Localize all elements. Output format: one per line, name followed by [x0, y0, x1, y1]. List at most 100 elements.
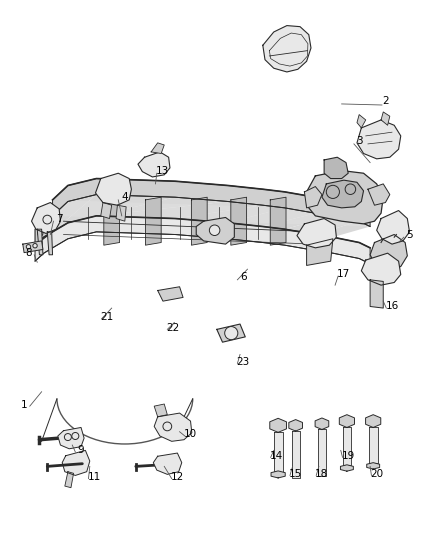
Polygon shape	[370, 280, 383, 308]
Circle shape	[38, 231, 43, 236]
Circle shape	[326, 185, 339, 198]
Polygon shape	[58, 427, 84, 449]
Polygon shape	[154, 404, 167, 417]
Text: 12: 12	[171, 472, 184, 482]
Polygon shape	[104, 197, 120, 245]
Text: 15: 15	[289, 470, 302, 479]
Text: 23: 23	[237, 358, 250, 367]
Polygon shape	[263, 26, 311, 72]
Polygon shape	[324, 157, 348, 179]
Text: 16: 16	[385, 302, 399, 311]
Polygon shape	[361, 253, 401, 285]
Text: 18: 18	[315, 470, 328, 479]
Polygon shape	[95, 173, 131, 205]
Polygon shape	[53, 200, 370, 227]
Polygon shape	[138, 152, 170, 177]
Text: 4: 4	[121, 192, 128, 202]
Circle shape	[72, 432, 79, 440]
Polygon shape	[340, 465, 353, 471]
Text: 8: 8	[25, 248, 32, 258]
Circle shape	[64, 433, 71, 441]
Polygon shape	[175, 205, 285, 223]
Text: 3: 3	[356, 136, 363, 146]
Polygon shape	[47, 232, 53, 255]
Polygon shape	[191, 197, 207, 245]
Polygon shape	[297, 219, 336, 248]
Polygon shape	[318, 429, 326, 476]
Polygon shape	[153, 453, 182, 474]
Polygon shape	[369, 427, 378, 463]
Polygon shape	[263, 213, 333, 229]
Polygon shape	[270, 418, 286, 432]
Polygon shape	[23, 241, 43, 253]
Polygon shape	[32, 203, 60, 233]
Polygon shape	[357, 120, 401, 159]
Circle shape	[45, 228, 50, 233]
Polygon shape	[196, 217, 234, 244]
Text: 21: 21	[101, 312, 114, 322]
Polygon shape	[270, 197, 286, 245]
Polygon shape	[116, 205, 126, 221]
Polygon shape	[339, 415, 354, 427]
Polygon shape	[307, 171, 383, 224]
Polygon shape	[292, 431, 300, 478]
Polygon shape	[154, 413, 192, 441]
Polygon shape	[304, 187, 322, 208]
Text: 1: 1	[21, 400, 28, 410]
Polygon shape	[35, 201, 68, 245]
Polygon shape	[271, 471, 285, 478]
Polygon shape	[285, 216, 359, 235]
Text: 9: 9	[78, 446, 85, 455]
Polygon shape	[53, 179, 370, 227]
Polygon shape	[231, 197, 247, 245]
Polygon shape	[44, 195, 96, 237]
Polygon shape	[357, 115, 366, 128]
Circle shape	[209, 225, 220, 236]
Polygon shape	[377, 211, 410, 244]
Polygon shape	[315, 221, 370, 237]
Text: 2: 2	[382, 96, 389, 106]
Polygon shape	[370, 235, 407, 271]
Polygon shape	[315, 418, 329, 430]
Circle shape	[345, 184, 356, 195]
Polygon shape	[307, 239, 333, 265]
Text: 17: 17	[337, 270, 350, 279]
Polygon shape	[381, 112, 390, 125]
Polygon shape	[158, 287, 183, 301]
Text: 10: 10	[184, 430, 197, 439]
Polygon shape	[274, 432, 283, 472]
Text: 13: 13	[155, 166, 169, 175]
Circle shape	[33, 244, 37, 248]
Polygon shape	[101, 203, 112, 219]
Text: 20: 20	[370, 470, 383, 479]
Circle shape	[43, 215, 52, 224]
Polygon shape	[65, 472, 74, 488]
Text: 22: 22	[166, 323, 180, 333]
Polygon shape	[289, 419, 303, 431]
Polygon shape	[62, 450, 90, 475]
Polygon shape	[228, 208, 315, 227]
Polygon shape	[343, 427, 351, 465]
Circle shape	[225, 327, 238, 340]
Polygon shape	[37, 229, 43, 255]
Text: 7: 7	[56, 214, 63, 223]
Polygon shape	[35, 216, 370, 264]
Text: 14: 14	[269, 451, 283, 461]
Polygon shape	[217, 324, 245, 342]
Polygon shape	[96, 201, 263, 219]
Polygon shape	[151, 143, 164, 154]
Polygon shape	[322, 180, 364, 208]
Polygon shape	[367, 463, 380, 469]
Circle shape	[26, 245, 31, 249]
Circle shape	[163, 422, 172, 431]
Text: 11: 11	[88, 472, 101, 482]
Polygon shape	[366, 415, 381, 427]
Polygon shape	[35, 216, 53, 245]
Polygon shape	[145, 197, 161, 245]
Text: 5: 5	[406, 230, 413, 239]
Text: 6: 6	[240, 272, 247, 282]
Polygon shape	[368, 184, 390, 205]
Polygon shape	[68, 197, 228, 223]
Polygon shape	[53, 195, 175, 232]
Text: 19: 19	[342, 451, 355, 461]
